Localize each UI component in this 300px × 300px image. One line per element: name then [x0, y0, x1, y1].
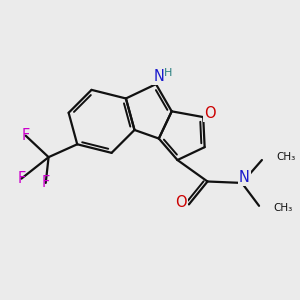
Text: H: H — [164, 68, 172, 78]
Text: N: N — [239, 170, 250, 185]
Text: F: F — [42, 176, 50, 190]
Text: CH₃: CH₃ — [276, 152, 296, 162]
Text: F: F — [17, 171, 26, 186]
Text: CH₃: CH₃ — [273, 203, 292, 213]
Text: O: O — [204, 106, 215, 121]
Text: N: N — [153, 69, 164, 84]
Text: F: F — [22, 128, 30, 143]
Text: O: O — [175, 196, 187, 211]
